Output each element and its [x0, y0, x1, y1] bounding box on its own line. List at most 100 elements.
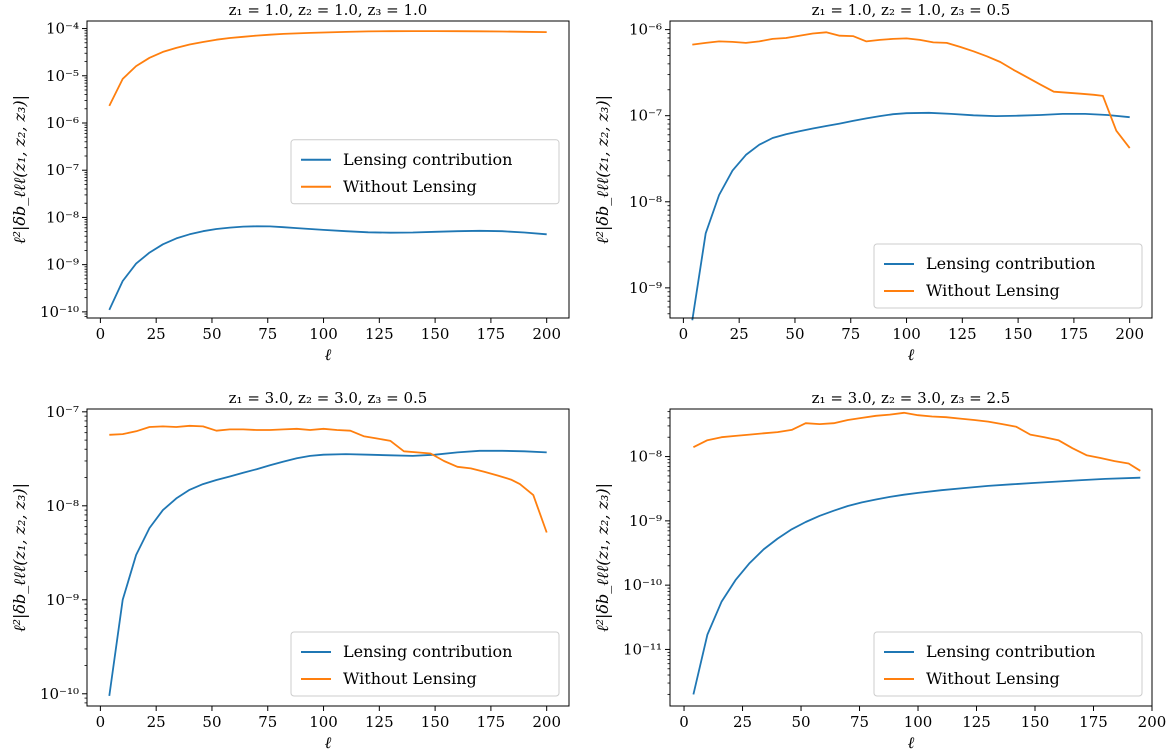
x-tick-label: 175 [477, 325, 506, 343]
plot-area [691, 31, 1131, 321]
x-tick-label: 25 [733, 713, 752, 731]
x-tick-label: 175 [1060, 325, 1089, 343]
legend: Lensing contribution Without Lensing [290, 139, 560, 205]
y-tick-label: 10⁻¹¹ [623, 640, 662, 658]
x-tick-label: 75 [258, 713, 277, 731]
x-tick-label: 200 [532, 325, 561, 343]
x-tick-label: 175 [1079, 713, 1108, 731]
y-tick-label: 10⁻⁵ [46, 67, 79, 85]
x-tick-label: 0 [679, 325, 689, 343]
x-tick-label: 0 [96, 325, 106, 343]
y-tick-label: 10⁻⁸ [629, 193, 662, 211]
y-tick-label: 10⁻⁶ [46, 114, 79, 132]
axes-frame [86, 20, 570, 319]
x-tick-label: 75 [258, 325, 277, 343]
legend: Lensing contribution Without Lensing [873, 243, 1143, 309]
legend-box [290, 631, 560, 697]
y-tick-label: 10⁻⁸ [629, 448, 662, 466]
legend: Lensing contribution Without Lensing [290, 631, 560, 697]
y-axis-label: ℓ²|δb_ℓℓℓ(z₁, z₂, z₃)| [10, 483, 29, 632]
x-tick-label: 25 [730, 325, 749, 343]
series-line-without [108, 30, 547, 107]
subplot-2: z₁ = 1.0, z₂ = 1.0, z₃ = 0.5 0 25 50 75 100 12… [593, 1, 1153, 364]
y-tick-label: 10⁻⁷ [46, 403, 79, 421]
series-line-without [109, 424, 548, 533]
y-tick-label: 10⁻⁶ [629, 21, 662, 39]
y-tick-label: 10⁻⁴ [46, 20, 79, 38]
y-tick-label: 10⁻¹⁰ [40, 685, 79, 703]
y-tick-label: 10⁻⁹ [629, 279, 662, 297]
plot-area [108, 30, 547, 311]
legend-label: Lensing contribution [343, 642, 512, 661]
x-tick-label: 100 [309, 325, 338, 343]
x-tick-label: 50 [791, 713, 810, 731]
y-tick-label: 10⁻¹⁰ [623, 576, 662, 594]
y-axis-label: ℓ²|δb_ℓℓℓ(z₁, z₂, z₃)| [10, 95, 29, 244]
y-tick-label: 10⁻¹⁰ [40, 303, 79, 321]
series-line-lensing [108, 225, 547, 311]
x-tick-label: 125 [365, 713, 394, 731]
y-tick-label: 10⁻⁷ [629, 107, 662, 125]
x-tick-label: 125 [948, 325, 977, 343]
legend-label: Lensing contribution [926, 254, 1095, 273]
x-axis-label: ℓ [325, 733, 332, 752]
legend-box [290, 139, 560, 205]
legend-label: Without Lensing [343, 669, 477, 688]
legend: Lensing contribution Without Lensing [873, 631, 1143, 697]
x-tick-label: 100 [904, 713, 933, 731]
subplot-title: z₁ = 1.0, z₂ = 1.0, z₃ = 0.5 [812, 1, 1011, 19]
x-tick-label: 25 [147, 325, 166, 343]
x-tick-label: 75 [841, 325, 860, 343]
x-tick-label: 0 [679, 713, 689, 731]
legend-label: Without Lensing [926, 281, 1060, 300]
axes-frame [86, 408, 570, 707]
axes-frame [669, 20, 1153, 319]
y-tick-label: 10⁻⁷ [46, 161, 79, 179]
subplot-1: z₁ = 1.0, z₂ = 1.0, z₃ = 1.0 0 25 50 75 100 12… [10, 1, 570, 364]
subplot-title: z₁ = 1.0, z₂ = 1.0, z₃ = 1.0 [229, 1, 428, 19]
x-tick-label: 150 [1004, 325, 1033, 343]
y-tick-label: 10⁻⁹ [46, 256, 79, 274]
x-axis-label: ℓ [908, 733, 915, 752]
x-axis-label: ℓ [908, 345, 915, 364]
legend-label: Without Lensing [343, 177, 477, 196]
series-line-lensing [108, 449, 547, 697]
plot-area [108, 424, 548, 697]
y-axis-label: ℓ²|δb_ℓℓℓ(z₁, z₂, z₃)| [593, 95, 612, 244]
y-tick-label: 10⁻⁹ [46, 591, 79, 609]
x-tick-label: 125 [365, 325, 394, 343]
legend-label: Lensing contribution [343, 150, 512, 169]
x-tick-label: 175 [477, 713, 506, 731]
x-tick-label: 50 [202, 713, 221, 731]
x-tick-label: 0 [96, 713, 106, 731]
y-tick-label: 10⁻⁸ [46, 497, 79, 515]
legend-label: Without Lensing [926, 669, 1060, 688]
x-tick-label: 100 [892, 325, 921, 343]
x-tick-label: 200 [1115, 325, 1144, 343]
legend-box [873, 631, 1143, 697]
x-tick-label: 150 [421, 325, 450, 343]
subplot-title: z₁ = 3.0, z₂ = 3.0, z₃ = 2.5 [812, 389, 1011, 407]
x-tick-label: 25 [147, 713, 166, 731]
subplot-3: z₁ = 3.0, z₂ = 3.0, z₃ = 0.5 0 25 50 75 100 12… [10, 389, 570, 752]
y-tick-label: 10⁻⁹ [629, 512, 662, 530]
x-tick-label: 50 [785, 325, 804, 343]
x-tick-label: 75 [850, 713, 869, 731]
legend-label: Lensing contribution [926, 642, 1095, 661]
series-line-without [692, 31, 1131, 149]
axes-frame [669, 408, 1153, 707]
series-line-lensing [692, 476, 1141, 695]
x-axis-label: ℓ [325, 345, 332, 364]
y-tick-label: 10⁻⁸ [46, 208, 79, 226]
subplot-4: z₁ = 3.0, z₂ = 3.0, z₃ = 2.5 0 25 50 75 100 12… [593, 389, 1166, 752]
x-tick-label: 150 [421, 713, 450, 731]
x-tick-label: 200 [532, 713, 561, 731]
legend-box [873, 243, 1143, 309]
series-line-without [692, 411, 1141, 472]
y-axis-label: ℓ²|δb_ℓℓℓ(z₁, z₂, z₃)| [593, 483, 612, 632]
subplot-title: z₁ = 3.0, z₂ = 3.0, z₃ = 0.5 [229, 389, 428, 407]
plot-area [692, 411, 1141, 695]
x-tick-label: 200 [1138, 713, 1167, 731]
x-tick-label: 100 [309, 713, 338, 731]
